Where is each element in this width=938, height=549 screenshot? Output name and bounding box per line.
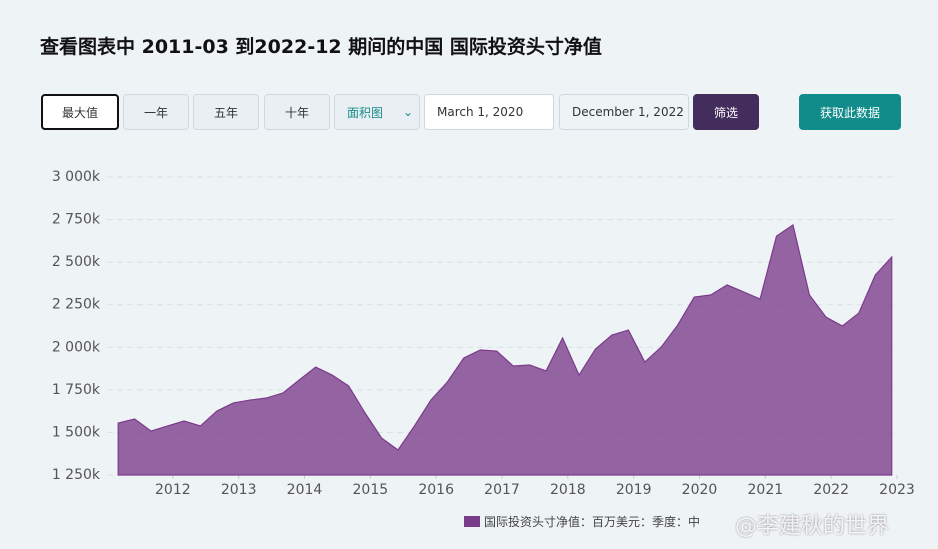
x-tick-label: 2012 xyxy=(155,482,191,498)
x-tick-label: 2022 xyxy=(813,482,849,498)
end-date[interactable]: December 1, 2022 xyxy=(559,94,689,130)
legend: 国际投资头寸净值：百万美元：季度：中 xyxy=(464,513,700,530)
legend-label: 国际投资头寸净值：百万美元：季度：中 xyxy=(484,515,701,529)
fetch-button[interactable]: 获取此数据 xyxy=(799,94,901,130)
chart: 1 250k 1 500k 1 750k 2 000k 2 250k 2 500k 2 75… xyxy=(52,169,915,498)
area xyxy=(117,224,893,476)
x-tick-label: 2014 xyxy=(287,482,323,498)
select-text: 面积图 xyxy=(347,105,384,120)
x-tick-label: 2016 xyxy=(418,482,454,498)
x-tick-label: 2020 xyxy=(682,482,718,498)
range-button[interactable]: 最大值 xyxy=(41,94,119,130)
x-tick-label: 2023 xyxy=(879,482,915,498)
x-tick-label: 2019 xyxy=(616,482,652,498)
x-tick-label: 2013 xyxy=(221,482,257,498)
watermark: @李建秋的世界 xyxy=(735,514,890,539)
range-button[interactable]: 一年 xyxy=(123,94,189,130)
y-tick-label: 1 750k xyxy=(52,382,101,398)
x-tick-label: 2015 xyxy=(353,482,389,498)
chart-type-select[interactable]: 面积图 ⌄ xyxy=(334,94,420,130)
y-tick-label: 1 250k xyxy=(52,467,101,483)
start-date[interactable]: March 1, 2020 xyxy=(424,94,554,130)
range-button[interactable]: 十年 xyxy=(264,94,330,130)
y-tick-label: 3 000k xyxy=(52,169,101,185)
x-tick-label: 2018 xyxy=(550,482,586,498)
y-tick-label: 1 500k xyxy=(52,424,101,440)
chevron: ⌄ xyxy=(402,105,413,119)
range-button[interactable]: 五年 xyxy=(193,94,259,130)
title: 查看图表中 2011-03 到2022-12 期间的中国 国际投资头寸净值 xyxy=(40,36,602,58)
x-tick-label: 2021 xyxy=(748,482,784,498)
filter-button[interactable]: 筛选 xyxy=(693,94,759,130)
legend-swatch xyxy=(464,516,480,527)
y-tick-label: 2 500k xyxy=(52,254,101,270)
y-tick-label: 2 250k xyxy=(52,297,101,313)
y-tick-label: 2 000k xyxy=(52,339,101,355)
y-tick-label: 2 750k xyxy=(52,212,101,228)
x-tick-label: 2017 xyxy=(484,482,520,498)
